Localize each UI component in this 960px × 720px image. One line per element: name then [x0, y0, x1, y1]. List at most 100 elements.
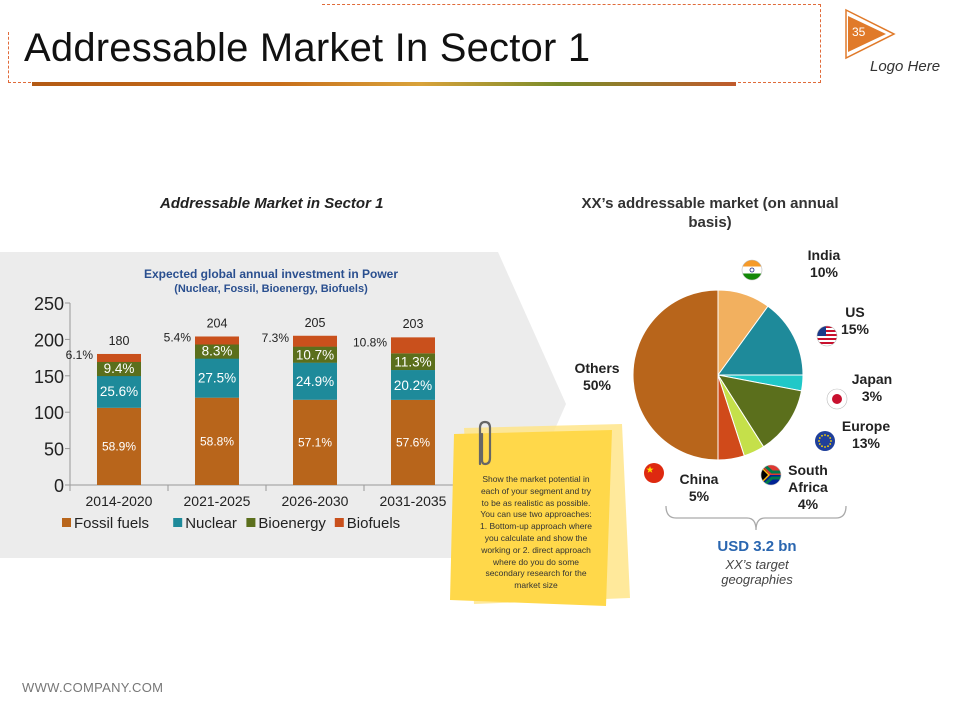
stacked-bar-chart: Expected global annual investment in Pow…: [34, 267, 463, 532]
pie-label-south-africa-name: South Africa: [788, 462, 828, 495]
pie-label-others-name: Others: [574, 360, 620, 376]
sticky-note-text: Show the market potential in each of you…: [466, 474, 606, 592]
x-tick-label: 2021-2025: [184, 493, 251, 509]
europe-flag-icon: [815, 431, 835, 451]
total-market-value: USD 3.2 bn: [717, 538, 797, 555]
pie-slice-others: [632, 289, 719, 461]
pie-label-us: US 15%: [832, 304, 878, 338]
bar-data-label-box: [293, 346, 337, 363]
note-line: to be as realistic as possible.: [481, 497, 591, 508]
pie-label-us-name: US: [845, 304, 865, 320]
bar-chart-title: Expected global annual investment in Pow…: [144, 267, 398, 281]
pie-label-india: India 10%: [796, 247, 852, 281]
note-line: where do you do some: [493, 556, 579, 567]
x-tick-label: 2026-2030: [282, 493, 349, 509]
bar-segment-biofuels: [195, 336, 239, 345]
bar-total-label: 203: [403, 317, 424, 331]
y-tick-label: 150: [34, 367, 64, 387]
legend-swatch-bioenergy: [246, 518, 256, 527]
bar-data-label: 58.8%: [200, 434, 234, 448]
pie-label-south-africa: South Africa 4%: [780, 462, 836, 513]
y-tick-label: 100: [34, 403, 64, 423]
y-tick-label: 50: [44, 440, 64, 460]
pie-label-japan: Japan 3%: [844, 371, 900, 405]
title-underline-bar: [32, 82, 736, 86]
pie-label-india-value: 10%: [809, 264, 839, 280]
bar-chart-subtitle: (Nuclear, Fossil, Bioenergy, Biofuels): [174, 283, 368, 295]
legend-swatch-biofuels: [334, 518, 344, 527]
bar-segment-nuclear: [195, 356, 239, 398]
pie-heading-line1: XX’s addressable market (on annual: [581, 195, 839, 212]
bar-data-label: 58.9%: [102, 439, 136, 453]
bar-segment-fossil: [195, 397, 239, 485]
bar-data-label-box: [97, 360, 141, 377]
title-frame-top: [322, 4, 821, 83]
bar-data-label: 9.4%: [104, 361, 135, 376]
note-line: Show the market potential in: [482, 474, 590, 484]
paperclip-icon: [478, 420, 492, 466]
legend-label-nuclear: Nuclear: [185, 515, 237, 532]
pie-label-south-africa-value: 4%: [797, 496, 819, 512]
bar-segment-nuclear: [293, 362, 337, 400]
pie-label-india-name: India: [807, 247, 841, 263]
china-flag-icon: [644, 463, 664, 483]
bar-data-label: 20.2%: [394, 378, 432, 393]
logo-placeholder: Logo Here: [870, 58, 941, 75]
south-africa-flag-icon: [760, 464, 782, 486]
bar-total-label: 204: [207, 316, 228, 330]
bar-data-label: 24.9%: [296, 374, 334, 389]
slide-number: 35: [852, 25, 866, 39]
note-line: market size: [514, 580, 558, 591]
bar-data-label: 8.3%: [202, 344, 233, 359]
bar-data-label: 57.1%: [298, 435, 332, 449]
bar-data-label: 6.1%: [66, 348, 94, 362]
bar-data-label-box: [195, 342, 239, 359]
bar-data-label: 57.6%: [396, 435, 430, 449]
slide-number-badge: [845, 8, 896, 60]
pie-label-europe: Europe 13%: [834, 418, 898, 452]
badge-fill-triangle: [848, 16, 886, 52]
bar-segment-fossil: [97, 407, 141, 485]
left-chart-heading: Addressable Market in Sector 1: [160, 195, 384, 212]
pie-label-europe-name: Europe: [841, 418, 891, 434]
bar-data-label: 10.7%: [296, 348, 334, 363]
pie-label-china: China 5%: [672, 471, 726, 505]
legend-label-bioenergy: Bioenergy: [258, 515, 326, 532]
bar-segment-biofuels: [391, 337, 435, 354]
pie-chart-heading: XX’s addressable market (on annual basis…: [560, 194, 860, 232]
bar-data-label: 11.3%: [394, 355, 431, 370]
bar-segment-fossil: [293, 399, 337, 485]
legend-swatch-fossil: [62, 518, 71, 527]
us-flag-icon: [816, 325, 838, 347]
x-tick-label: 2031-2035: [380, 493, 447, 509]
legend-label-biofuels: Biofuels: [347, 515, 400, 532]
note-line: You can use two approaches:: [480, 509, 592, 520]
pie-label-china-name: China: [679, 471, 719, 487]
bar-data-label: 7.3%: [262, 331, 290, 345]
bar-segment-nuclear: [97, 374, 141, 408]
pie-label-europe-value: 13%: [851, 435, 881, 451]
pie-label-others: Others 50%: [566, 360, 628, 394]
bar-total-label: 205: [305, 316, 326, 330]
page-title: Addressable Market In Sector 1: [24, 26, 591, 70]
pie-label-japan-value: 3%: [861, 388, 883, 404]
geographies-bracket: [665, 505, 847, 531]
pie-label-japan-name: Japan: [851, 371, 893, 387]
pie-heading-line2: basis): [688, 214, 732, 231]
target-geographies-caption: XX’s target geographies: [682, 557, 832, 587]
pie-slice-us: [717, 305, 804, 376]
bar-segment-biofuels: [97, 353, 141, 362]
target-caption-line1: XX’s target: [725, 557, 789, 572]
pie-slice-europe: [716, 374, 803, 448]
sticky-note: [450, 424, 630, 606]
bar-data-label: 10.8%: [353, 335, 387, 349]
note-line: secondary research for the: [485, 568, 587, 579]
bar-segment-nuclear: [391, 370, 435, 400]
y-tick-label: 200: [34, 330, 64, 350]
bar-data-label: 25.6%: [100, 384, 138, 399]
japan-flag-icon: [826, 388, 848, 410]
bar-data-label: 5.4%: [164, 330, 192, 344]
legend-swatch-nuclear: [173, 518, 183, 527]
target-caption-line2: geographies: [721, 572, 793, 587]
note-line: 1. Bottom-up approach where: [480, 521, 592, 532]
